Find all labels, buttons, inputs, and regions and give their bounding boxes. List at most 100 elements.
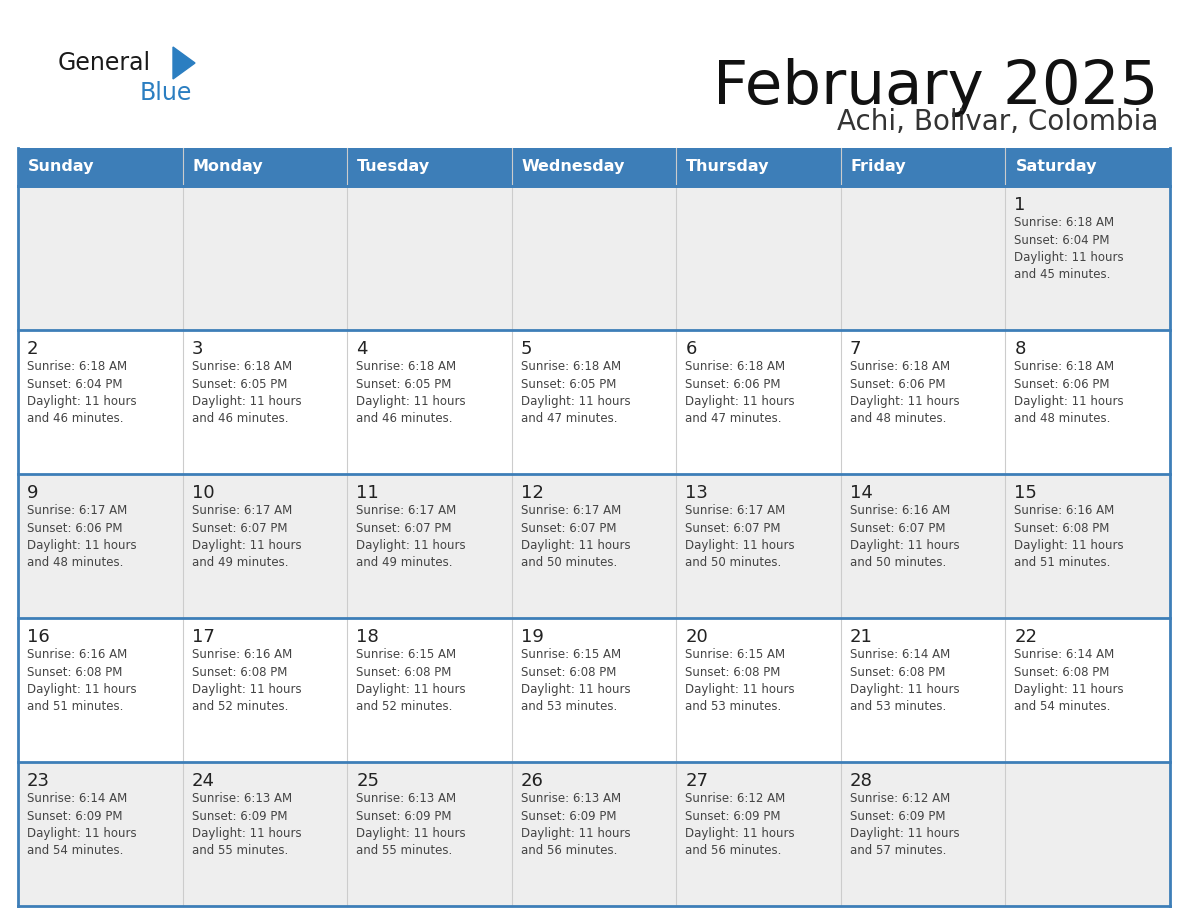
- Text: Sunrise: 6:18 AM: Sunrise: 6:18 AM: [1015, 216, 1114, 229]
- Text: Sunset: 6:08 PM: Sunset: 6:08 PM: [685, 666, 781, 678]
- Text: Sunrise: 6:18 AM: Sunrise: 6:18 AM: [685, 360, 785, 373]
- Text: 13: 13: [685, 484, 708, 502]
- Polygon shape: [173, 47, 195, 79]
- Text: Sunset: 6:07 PM: Sunset: 6:07 PM: [849, 521, 946, 534]
- Text: Sunset: 6:09 PM: Sunset: 6:09 PM: [27, 810, 122, 823]
- Text: Friday: Friday: [851, 160, 906, 174]
- Text: 17: 17: [191, 628, 215, 646]
- Text: Monday: Monday: [192, 160, 264, 174]
- Text: Sunset: 6:08 PM: Sunset: 6:08 PM: [191, 666, 287, 678]
- Text: 25: 25: [356, 772, 379, 790]
- Text: Daylight: 11 hours: Daylight: 11 hours: [356, 827, 466, 840]
- Text: Sunset: 6:08 PM: Sunset: 6:08 PM: [356, 666, 451, 678]
- Text: Daylight: 11 hours: Daylight: 11 hours: [685, 395, 795, 408]
- Text: Blue: Blue: [140, 81, 192, 105]
- Text: Sunrise: 6:16 AM: Sunrise: 6:16 AM: [849, 504, 950, 517]
- Text: and 48 minutes.: and 48 minutes.: [1015, 412, 1111, 426]
- Text: Achi, Bolivar, Colombia: Achi, Bolivar, Colombia: [836, 108, 1158, 136]
- Text: 4: 4: [356, 340, 367, 358]
- Text: Sunrise: 6:17 AM: Sunrise: 6:17 AM: [520, 504, 621, 517]
- Text: 15: 15: [1015, 484, 1037, 502]
- Bar: [18, 148, 1170, 186]
- Text: Sunrise: 6:17 AM: Sunrise: 6:17 AM: [356, 504, 456, 517]
- Text: 3: 3: [191, 340, 203, 358]
- Text: and 55 minutes.: and 55 minutes.: [191, 845, 287, 857]
- Text: 14: 14: [849, 484, 873, 502]
- Text: 9: 9: [27, 484, 38, 502]
- Text: and 53 minutes.: and 53 minutes.: [520, 700, 617, 713]
- Text: Sunset: 6:09 PM: Sunset: 6:09 PM: [849, 810, 946, 823]
- Text: Daylight: 11 hours: Daylight: 11 hours: [685, 827, 795, 840]
- Text: and 54 minutes.: and 54 minutes.: [1015, 700, 1111, 713]
- Text: General: General: [58, 51, 151, 75]
- Text: Sunrise: 6:18 AM: Sunrise: 6:18 AM: [356, 360, 456, 373]
- Text: Daylight: 11 hours: Daylight: 11 hours: [356, 395, 466, 408]
- Text: Sunrise: 6:12 AM: Sunrise: 6:12 AM: [685, 792, 785, 805]
- Text: and 56 minutes.: and 56 minutes.: [685, 845, 782, 857]
- Text: Sunrise: 6:16 AM: Sunrise: 6:16 AM: [191, 648, 292, 661]
- Text: Sunrise: 6:12 AM: Sunrise: 6:12 AM: [849, 792, 950, 805]
- Text: Daylight: 11 hours: Daylight: 11 hours: [356, 683, 466, 696]
- Text: Daylight: 11 hours: Daylight: 11 hours: [27, 395, 137, 408]
- Text: Daylight: 11 hours: Daylight: 11 hours: [1015, 251, 1124, 264]
- Text: 8: 8: [1015, 340, 1025, 358]
- Text: and 48 minutes.: and 48 minutes.: [849, 412, 946, 426]
- Text: Sunset: 6:04 PM: Sunset: 6:04 PM: [1015, 233, 1110, 247]
- Text: Sunrise: 6:15 AM: Sunrise: 6:15 AM: [520, 648, 621, 661]
- Text: Daylight: 11 hours: Daylight: 11 hours: [191, 683, 302, 696]
- Text: 19: 19: [520, 628, 544, 646]
- Text: Sunset: 6:07 PM: Sunset: 6:07 PM: [191, 521, 287, 534]
- Text: Sunset: 6:09 PM: Sunset: 6:09 PM: [191, 810, 287, 823]
- Text: 6: 6: [685, 340, 696, 358]
- Text: Sunset: 6:06 PM: Sunset: 6:06 PM: [27, 521, 122, 534]
- Text: Daylight: 11 hours: Daylight: 11 hours: [849, 683, 960, 696]
- Text: 16: 16: [27, 628, 50, 646]
- Text: Sunrise: 6:18 AM: Sunrise: 6:18 AM: [1015, 360, 1114, 373]
- Text: Sunset: 6:09 PM: Sunset: 6:09 PM: [685, 810, 781, 823]
- Text: Daylight: 11 hours: Daylight: 11 hours: [520, 395, 631, 408]
- Text: Sunrise: 6:18 AM: Sunrise: 6:18 AM: [520, 360, 621, 373]
- Text: 24: 24: [191, 772, 215, 790]
- Text: Sunset: 6:09 PM: Sunset: 6:09 PM: [356, 810, 451, 823]
- Text: 1: 1: [1015, 196, 1025, 214]
- Text: and 50 minutes.: and 50 minutes.: [685, 556, 782, 569]
- Text: Daylight: 11 hours: Daylight: 11 hours: [520, 827, 631, 840]
- Text: and 54 minutes.: and 54 minutes.: [27, 845, 124, 857]
- Text: 7: 7: [849, 340, 861, 358]
- Text: and 49 minutes.: and 49 minutes.: [191, 556, 287, 569]
- Text: Daylight: 11 hours: Daylight: 11 hours: [1015, 395, 1124, 408]
- Text: Daylight: 11 hours: Daylight: 11 hours: [1015, 539, 1124, 552]
- Text: Tuesday: Tuesday: [358, 160, 430, 174]
- Text: Sunset: 6:08 PM: Sunset: 6:08 PM: [520, 666, 617, 678]
- Text: Sunrise: 6:17 AM: Sunrise: 6:17 AM: [27, 504, 127, 517]
- Text: and 53 minutes.: and 53 minutes.: [849, 700, 946, 713]
- Text: Sunrise: 6:14 AM: Sunrise: 6:14 AM: [27, 792, 127, 805]
- Text: and 46 minutes.: and 46 minutes.: [191, 412, 287, 426]
- Bar: [18, 330, 1170, 474]
- Text: Sunrise: 6:16 AM: Sunrise: 6:16 AM: [1015, 504, 1114, 517]
- Text: Sunday: Sunday: [29, 160, 95, 174]
- Text: Daylight: 11 hours: Daylight: 11 hours: [685, 539, 795, 552]
- Text: Sunset: 6:08 PM: Sunset: 6:08 PM: [1015, 521, 1110, 534]
- Text: Sunset: 6:08 PM: Sunset: 6:08 PM: [27, 666, 122, 678]
- Text: Sunset: 6:05 PM: Sunset: 6:05 PM: [191, 377, 287, 390]
- Text: and 56 minutes.: and 56 minutes.: [520, 845, 617, 857]
- Text: and 50 minutes.: and 50 minutes.: [849, 556, 946, 569]
- Text: 10: 10: [191, 484, 214, 502]
- Text: and 47 minutes.: and 47 minutes.: [520, 412, 618, 426]
- Text: Sunset: 6:04 PM: Sunset: 6:04 PM: [27, 377, 122, 390]
- Text: and 45 minutes.: and 45 minutes.: [1015, 268, 1111, 282]
- Text: Sunrise: 6:16 AM: Sunrise: 6:16 AM: [27, 648, 127, 661]
- Text: Sunrise: 6:15 AM: Sunrise: 6:15 AM: [685, 648, 785, 661]
- Text: Sunrise: 6:18 AM: Sunrise: 6:18 AM: [191, 360, 292, 373]
- Text: Sunrise: 6:14 AM: Sunrise: 6:14 AM: [849, 648, 950, 661]
- Text: 21: 21: [849, 628, 873, 646]
- Text: Sunrise: 6:13 AM: Sunrise: 6:13 AM: [356, 792, 456, 805]
- Text: Daylight: 11 hours: Daylight: 11 hours: [849, 827, 960, 840]
- Bar: [18, 186, 1170, 330]
- Text: Sunrise: 6:14 AM: Sunrise: 6:14 AM: [1015, 648, 1114, 661]
- Text: Sunset: 6:06 PM: Sunset: 6:06 PM: [849, 377, 946, 390]
- Text: Sunset: 6:06 PM: Sunset: 6:06 PM: [685, 377, 781, 390]
- Text: Daylight: 11 hours: Daylight: 11 hours: [520, 539, 631, 552]
- Text: Daylight: 11 hours: Daylight: 11 hours: [685, 683, 795, 696]
